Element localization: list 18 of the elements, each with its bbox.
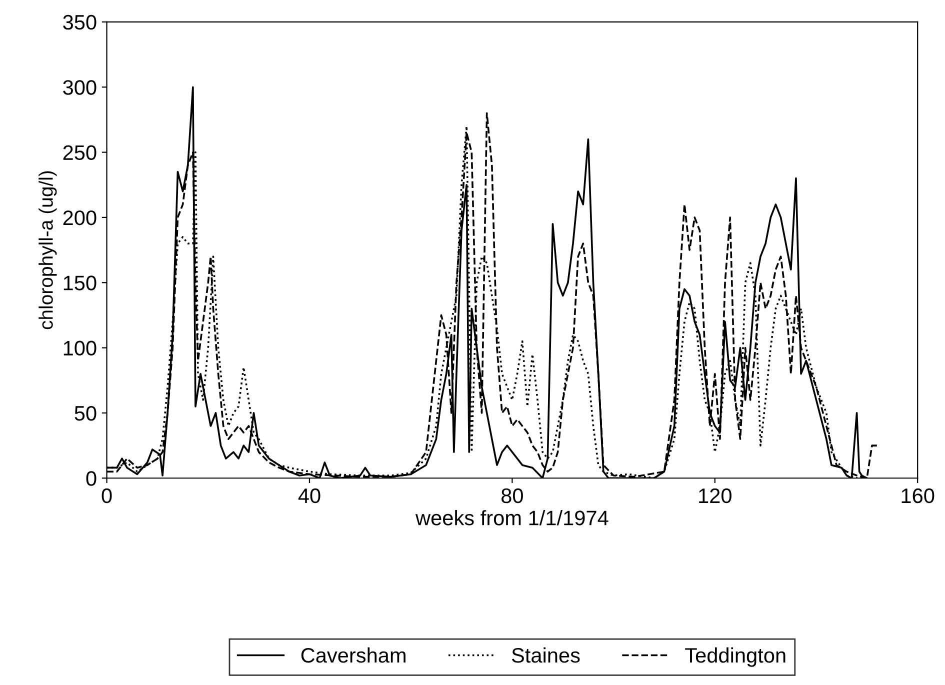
y-tick-label: 50 xyxy=(74,406,96,421)
x-tick-label: 40 xyxy=(298,488,320,504)
y-tick-label: 0 xyxy=(86,471,96,486)
x-tick-label: 0 xyxy=(102,488,112,504)
y-tick-label: 100 xyxy=(64,340,96,356)
x-tick-label: 80 xyxy=(502,488,523,504)
x-tick-label: 120 xyxy=(699,488,732,504)
x-tick-label: 160 xyxy=(902,488,934,504)
y-tick-label: 300 xyxy=(63,80,96,95)
y-tick-label: 250 xyxy=(63,145,96,160)
x-axis-title: weeks from 1/1/1974 xyxy=(415,510,608,526)
legend-label: Teddington xyxy=(685,647,786,667)
legend-label: Staines xyxy=(512,647,580,663)
y-tick-label: 350 xyxy=(63,14,96,30)
legend-label: Caversham xyxy=(301,647,406,663)
y-tick-label: 150 xyxy=(64,276,96,290)
y-axis-title: chlorophyll-a (ug/l) xyxy=(38,171,57,330)
y-tick-label: 200 xyxy=(63,210,96,226)
